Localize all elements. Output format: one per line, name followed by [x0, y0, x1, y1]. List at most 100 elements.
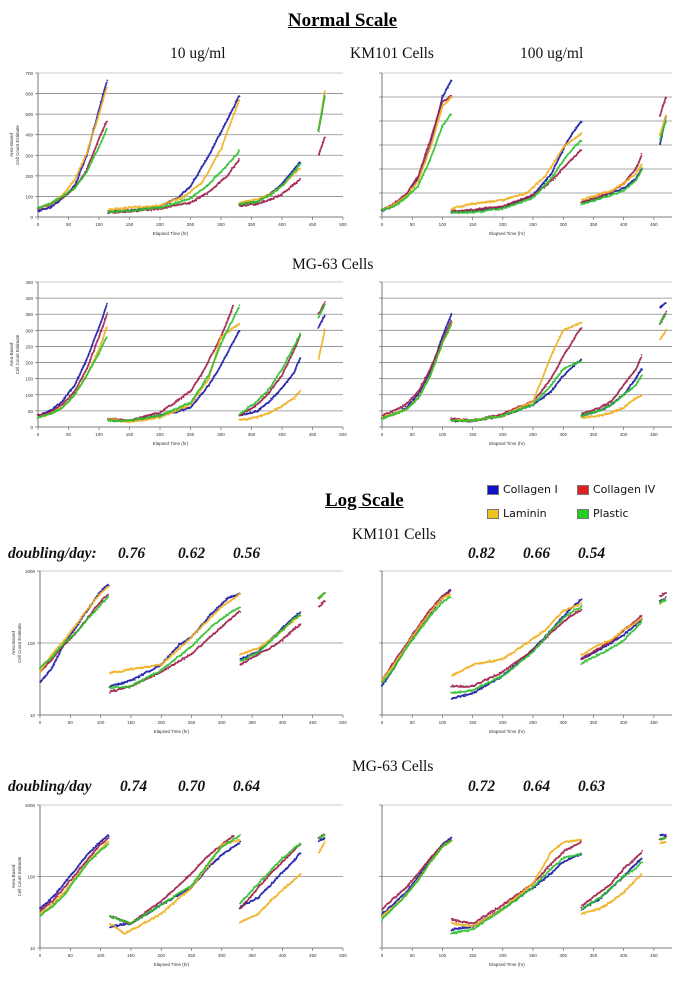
data-point	[388, 415, 390, 417]
data-point	[524, 191, 526, 194]
series-collagen-iv	[39, 833, 326, 925]
data-point	[484, 210, 486, 213]
data-point	[478, 682, 481, 684]
data-point	[537, 388, 539, 390]
data-point	[317, 597, 320, 599]
data-point	[201, 871, 203, 873]
data-point	[282, 625, 285, 627]
data-point	[224, 177, 226, 179]
data-point	[531, 651, 534, 653]
data-point	[221, 143, 224, 145]
data-point	[585, 415, 588, 418]
data-point	[463, 690, 465, 693]
data-point	[498, 199, 500, 202]
data-point	[389, 665, 392, 668]
data-point	[498, 205, 501, 208]
data-point	[475, 210, 478, 213]
data-point	[478, 207, 481, 209]
data-point	[212, 861, 214, 864]
data-point	[560, 370, 562, 372]
data-point	[664, 599, 667, 602]
data-point	[538, 398, 540, 401]
data-point	[626, 405, 628, 407]
data-point	[299, 614, 302, 617]
legend-swatch	[577, 508, 589, 519]
data-point	[281, 629, 284, 632]
y-tick-label: 100	[27, 641, 35, 646]
data-point	[516, 202, 518, 205]
data-point	[604, 640, 606, 643]
data-point	[562, 375, 564, 378]
data-point	[82, 858, 84, 861]
data-point	[200, 389, 203, 391]
data-point	[180, 199, 182, 201]
data-point	[253, 915, 255, 917]
data-point	[41, 664, 43, 667]
data-point	[231, 158, 233, 161]
data-point	[273, 645, 275, 648]
data-point	[441, 594, 443, 597]
data-point	[620, 629, 623, 632]
data-point	[452, 928, 454, 930]
x-tick-label: 0	[39, 953, 42, 958]
data-point	[110, 925, 113, 927]
data-point	[296, 182, 298, 184]
data-point	[496, 677, 499, 680]
data-point	[200, 386, 202, 389]
data-point	[208, 854, 210, 856]
data-point	[605, 191, 607, 193]
data-point	[157, 665, 159, 668]
data-point	[77, 171, 80, 174]
x-tick-label: 300	[559, 720, 567, 725]
data-point	[637, 860, 640, 862]
data-point	[187, 405, 190, 407]
series-segment	[451, 327, 583, 422]
data-point	[56, 651, 59, 654]
data-point	[419, 388, 421, 390]
data-point	[659, 601, 661, 604]
data-point	[555, 345, 558, 347]
data-point	[559, 623, 561, 626]
y-tick-label: 1000	[25, 569, 36, 574]
data-point	[270, 387, 272, 390]
data-point	[43, 677, 45, 679]
data-point	[101, 93, 104, 96]
data-point	[270, 198, 273, 201]
data-point	[189, 874, 191, 877]
data-point	[449, 318, 451, 321]
data-point	[134, 682, 136, 684]
data-point	[323, 314, 326, 317]
data-point	[136, 417, 138, 420]
data-point	[290, 356, 292, 359]
x-axis-label: Elapsed Time (hr)	[154, 962, 190, 967]
data-point	[459, 695, 461, 697]
data-point	[54, 893, 56, 896]
data-point	[260, 201, 263, 203]
data-point	[551, 174, 554, 176]
data-point	[215, 607, 218, 609]
data-point	[263, 396, 266, 398]
data-point	[187, 193, 189, 195]
data-point	[124, 923, 127, 925]
data-point	[629, 624, 631, 627]
data-point	[491, 676, 494, 679]
data-point	[108, 686, 110, 689]
data-point	[505, 412, 507, 415]
data-point	[545, 393, 547, 396]
data-point	[275, 895, 277, 898]
y-tick-label: 700	[25, 71, 33, 76]
data-point	[247, 200, 249, 202]
data-point	[182, 893, 184, 896]
data-point	[102, 338, 105, 341]
data-point	[413, 880, 416, 883]
data-point	[272, 395, 275, 398]
data-point	[541, 397, 543, 399]
data-point	[56, 895, 59, 897]
data-point	[51, 654, 53, 656]
data-point	[252, 900, 254, 902]
data-point	[467, 685, 470, 688]
data-point	[263, 875, 266, 878]
data-point	[432, 611, 435, 614]
data-point	[614, 644, 616, 647]
data-point	[121, 421, 123, 423]
